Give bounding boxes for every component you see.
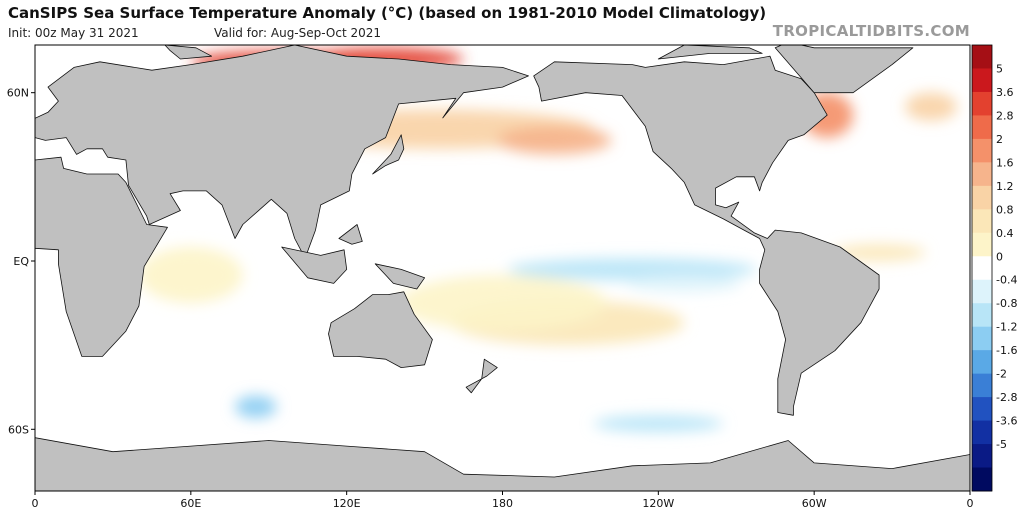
valid-period-label: Valid for: Aug-Sep-Oct 2021	[214, 26, 382, 40]
x-tick-label: 120E	[333, 497, 361, 510]
colorbar-swatch	[972, 326, 992, 351]
colorbar-label: -0.4	[996, 274, 1017, 287]
colorbar-swatch	[972, 350, 992, 375]
colorbar-swatch	[972, 373, 992, 398]
chart-title: CanSIPS Sea Surface Temperature Anomaly …	[8, 4, 767, 22]
colorbar-label: -5	[996, 438, 1007, 451]
anomaly-blob	[398, 275, 607, 332]
site-watermark: TROPICALTIDBITS.COM	[772, 22, 970, 40]
map-axes: 0 60E 120E 180 120W 60W 0 60N EQ 60S	[7, 87, 974, 510]
colorbar-swatch	[972, 444, 992, 469]
colorbar-swatch	[972, 45, 992, 69]
anomaly-blob	[593, 415, 724, 433]
colorbar-swatch	[972, 397, 992, 422]
colorbar-label: 5	[996, 62, 1003, 75]
y-tick-label: 60S	[8, 423, 29, 436]
land-mass	[465, 358, 498, 394]
colorbar-swatch	[972, 185, 992, 210]
x-tick-label: 60W	[802, 497, 827, 510]
colorbar-label: 2.8	[996, 109, 1014, 122]
colorbar-swatch	[972, 467, 992, 492]
colorbar-frame	[971, 44, 993, 492]
land-mass	[774, 45, 914, 94]
x-tick-label: 0	[967, 497, 974, 510]
land-mass	[35, 437, 970, 491]
colorbar: 5 3.6 2.8 2 1.6 1.2 0.8 0.4 0 -0.4 -0.8 -1.2 -1.6 -2 -…	[971, 44, 1017, 492]
land-mass	[328, 291, 433, 369]
colorbar-label: -2.8	[996, 391, 1017, 404]
colorbar-swatch	[972, 115, 992, 140]
colorbar-label: 0.8	[996, 203, 1014, 216]
anomaly-blob	[832, 244, 926, 261]
land-layer	[35, 45, 970, 491]
colorbar-label: -2	[996, 368, 1007, 381]
land-mass	[35, 45, 529, 259]
init-time-label: Init: 00z May 31 2021	[8, 26, 139, 40]
land-mass	[374, 263, 426, 290]
colorbar-label: 1.6	[996, 156, 1014, 169]
colorbar-label: -3.6	[996, 415, 1017, 428]
y-tick-label: EQ	[13, 255, 29, 268]
land-mass	[338, 224, 363, 245]
anomaly-blob	[234, 395, 277, 419]
colorbar-label: -1.2	[996, 321, 1017, 334]
colorbar-label: 0.4	[996, 227, 1014, 240]
colorbar-swatch	[972, 303, 992, 328]
x-tick-label: 180	[492, 497, 513, 510]
colorbar-swatch	[972, 232, 992, 257]
anomaly-blob	[138, 246, 243, 304]
land-mass	[35, 156, 168, 357]
land-mass	[164, 45, 213, 60]
anomaly-blob	[627, 275, 742, 292]
x-tick-label: 0	[32, 497, 39, 510]
land-mass	[281, 246, 348, 284]
colorbar-swatch	[972, 162, 992, 187]
anomaly-blob	[905, 92, 958, 121]
land-mass	[657, 45, 763, 60]
colorbar-label: 1.2	[996, 180, 1014, 193]
x-tick-label: 120W	[642, 497, 674, 510]
anomaly-blob	[507, 258, 758, 281]
x-tick-label: 60E	[180, 497, 201, 510]
colorbar-swatch	[972, 68, 992, 93]
colorbar-label: 3.6	[996, 86, 1014, 99]
y-tick-label: 60N	[7, 87, 29, 100]
colorbar-swatch	[972, 209, 992, 234]
colorbar-swatch	[972, 91, 992, 116]
colorbar-label: -0.8	[996, 297, 1017, 310]
colorbar-label: 2	[996, 133, 1003, 146]
land-mass	[372, 134, 405, 175]
colorbar-swatch	[972, 420, 992, 445]
colorbar-label: -1.6	[996, 344, 1017, 357]
colorbar-label: 0	[996, 250, 1003, 263]
anomaly-blob	[497, 126, 612, 155]
map-panel	[35, 45, 970, 491]
colorbar-swatch	[972, 138, 992, 163]
colorbar-swatch	[972, 256, 992, 281]
colorbar-swatch	[972, 279, 992, 304]
